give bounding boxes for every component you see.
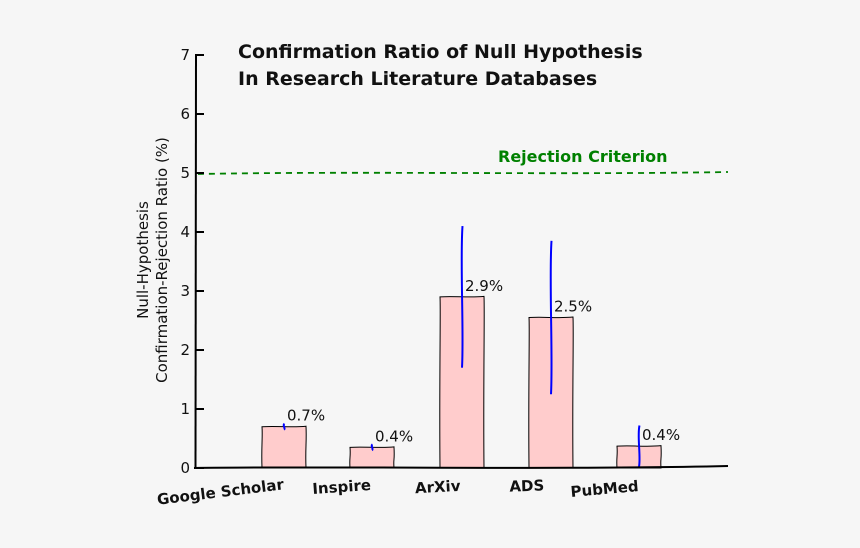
error-bar bbox=[282, 422, 286, 431]
data-label: 2.5% bbox=[554, 298, 592, 316]
error-bar bbox=[637, 425, 641, 468]
chart-title-line-2: In Research Literature Databases bbox=[238, 68, 597, 90]
y-tick-label: 3 bbox=[180, 282, 190, 300]
bar-arxiv bbox=[439, 295, 485, 469]
x-axis-line bbox=[193, 465, 729, 469]
error-bar bbox=[370, 443, 374, 452]
bar-google-scholar bbox=[261, 425, 307, 469]
bar-inspire bbox=[349, 446, 395, 469]
data-label: 0.4% bbox=[642, 426, 680, 444]
x-tick-label: PubMed bbox=[570, 477, 640, 501]
y-tick-label: 2 bbox=[180, 341, 190, 359]
data-label: 2.9% bbox=[465, 277, 503, 295]
y-axis-label-line-1: Null-Hypothesis bbox=[134, 201, 152, 319]
y-tick-label: 7 bbox=[180, 46, 190, 64]
error-bar bbox=[460, 226, 464, 368]
error-bar bbox=[549, 240, 553, 395]
x-tick-label: Google Scholar bbox=[156, 475, 285, 508]
x-tick-label: ADS bbox=[509, 476, 544, 495]
data-label: 0.4% bbox=[375, 427, 413, 445]
y-tick-label: 0 bbox=[180, 459, 190, 477]
y-tick-label: 6 bbox=[180, 105, 190, 123]
reference-line bbox=[197, 171, 729, 175]
x-tick-label: ArXiv bbox=[415, 477, 462, 497]
y-tick-label: 1 bbox=[180, 400, 190, 418]
x-tick-label: Inspire bbox=[312, 476, 372, 498]
reference-line-label: Rejection Criterion bbox=[498, 147, 667, 166]
y-axis-line bbox=[194, 53, 198, 469]
data-label: 0.7% bbox=[287, 407, 325, 425]
y-axis-label-line-2: Confirmation-Rejection Ratio (%) bbox=[153, 137, 171, 383]
y-tick-label: 4 bbox=[180, 223, 190, 241]
chart-title-line-1: Confirmation Ratio of Null Hypothesis bbox=[238, 41, 643, 63]
y-tick-label: 5 bbox=[180, 164, 190, 182]
